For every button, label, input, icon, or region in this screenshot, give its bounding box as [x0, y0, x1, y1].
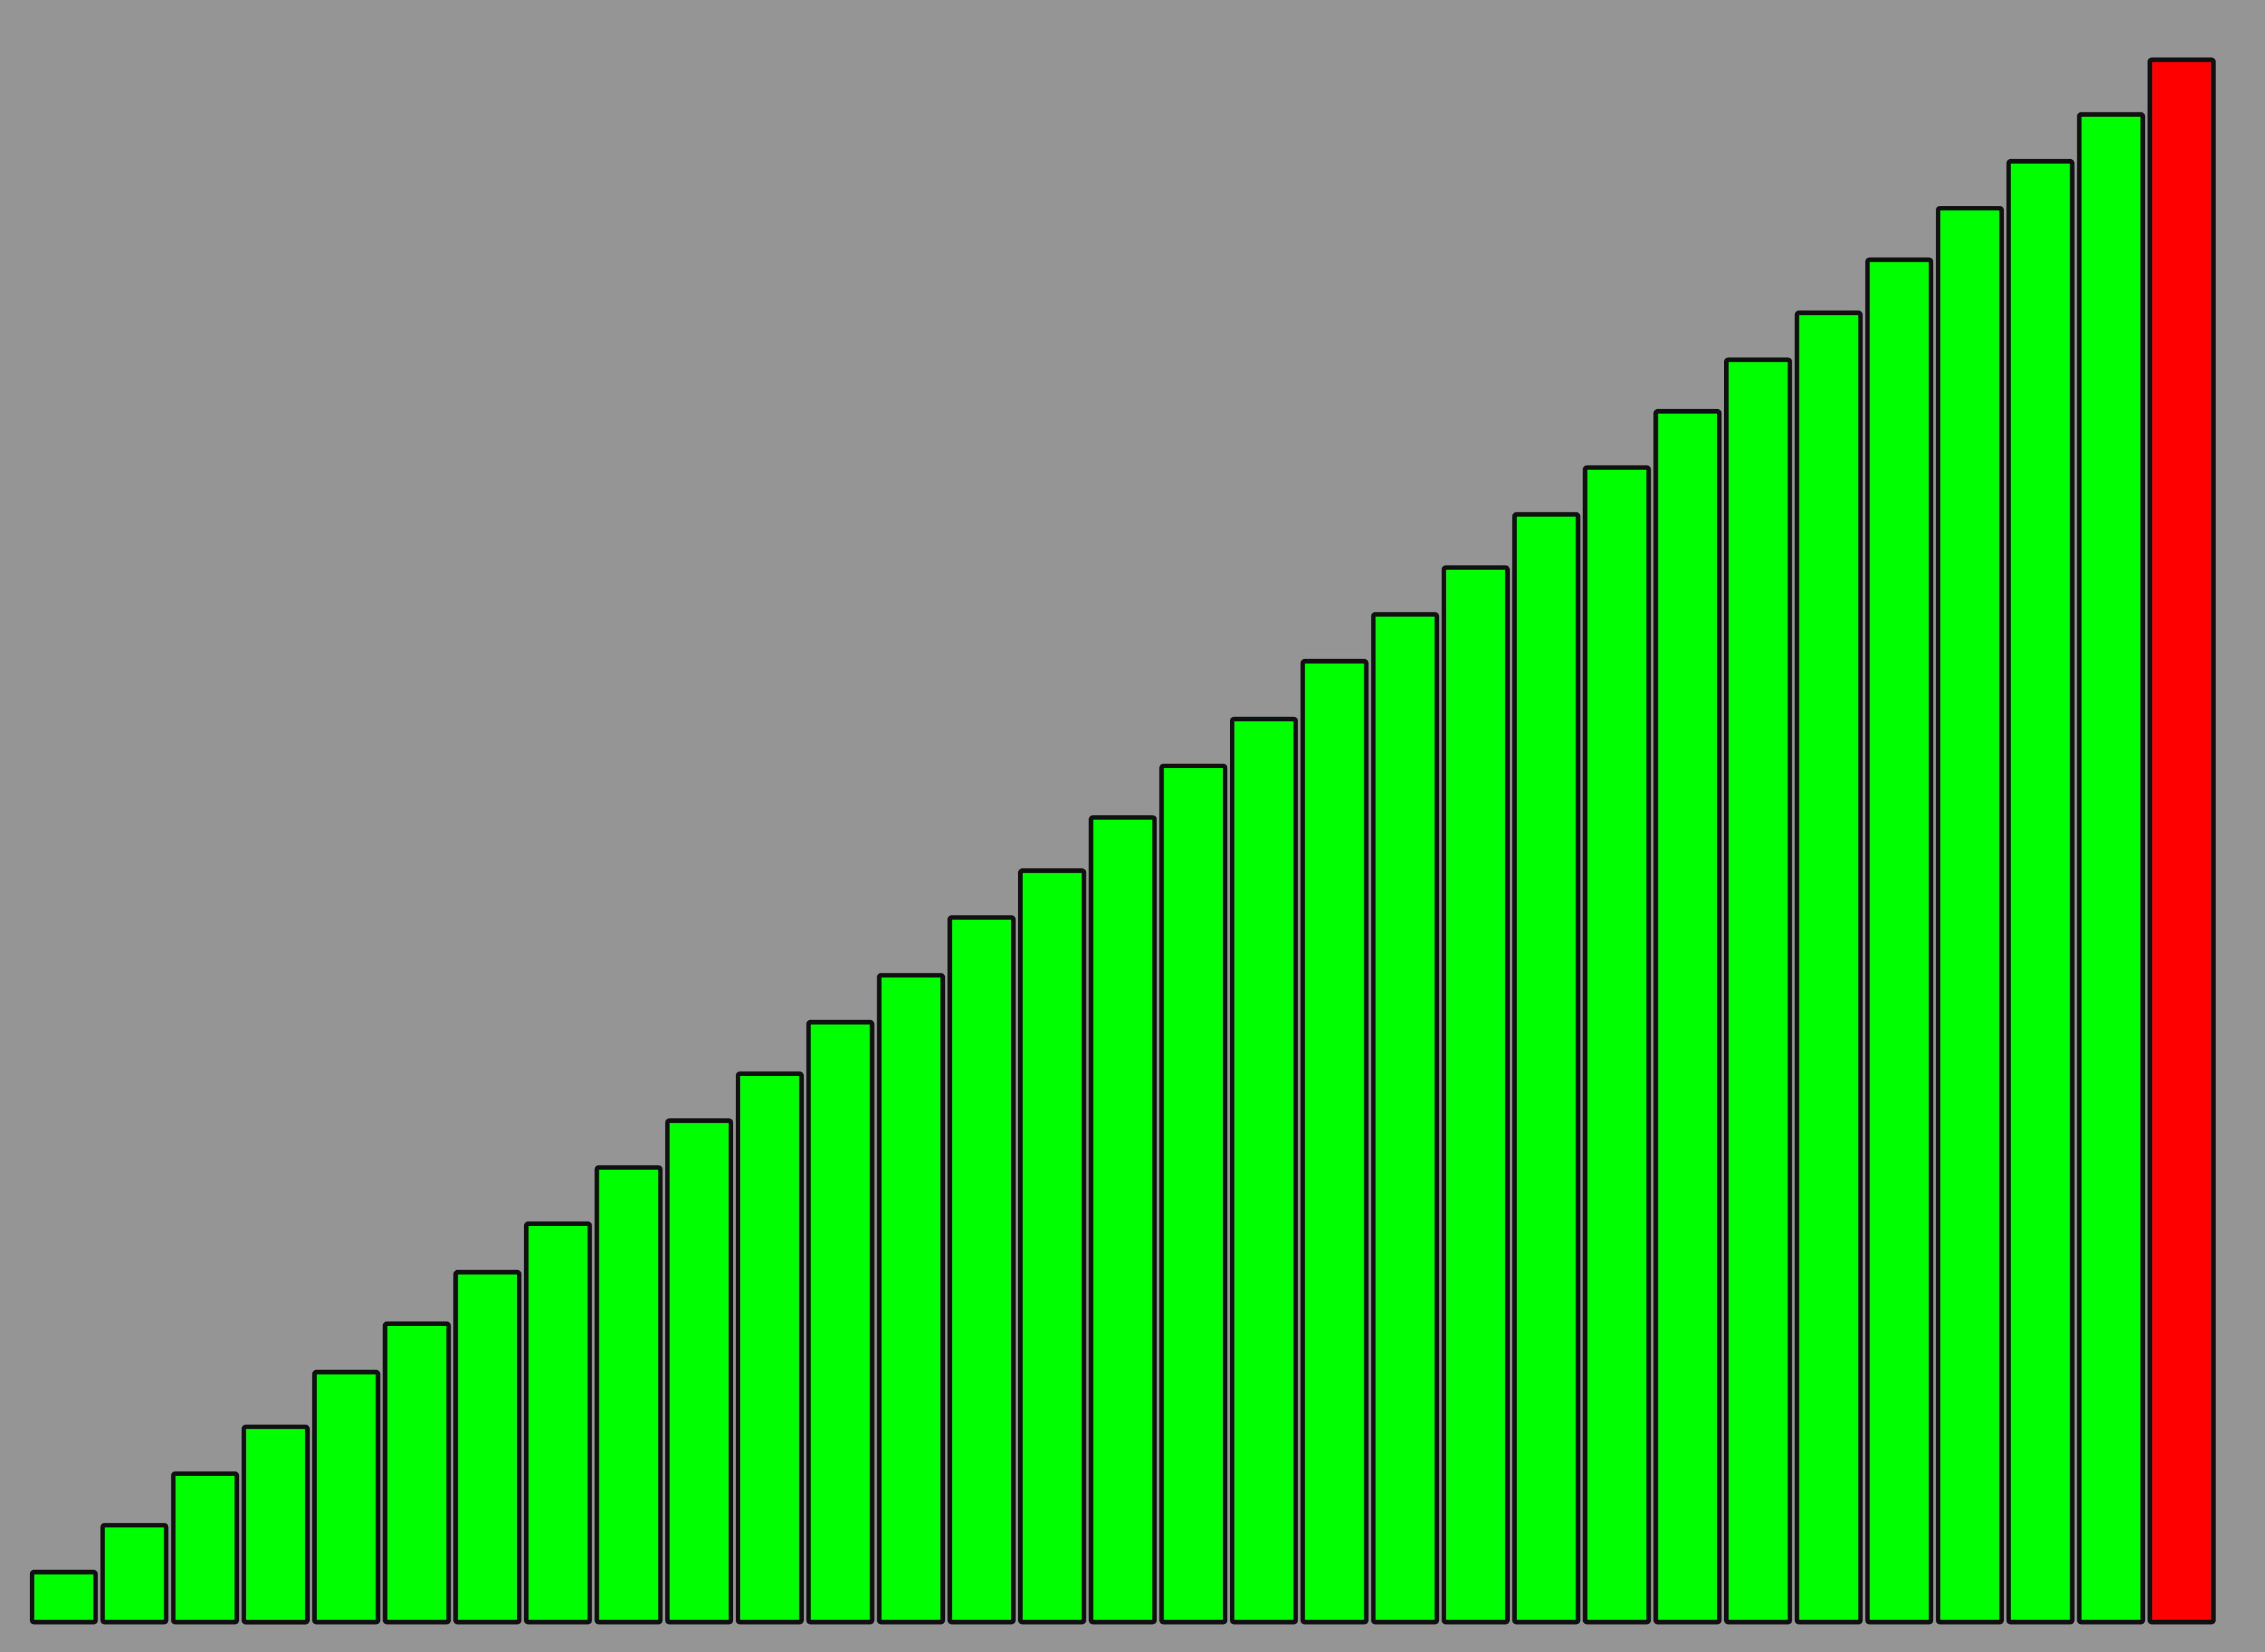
- bar: [1230, 716, 1298, 1625]
- bar: [665, 1118, 734, 1625]
- bar: [1442, 565, 1510, 1625]
- bar: [523, 1221, 592, 1625]
- bar: [1018, 868, 1086, 1625]
- bar: [1583, 465, 1651, 1625]
- bar: [382, 1321, 451, 1625]
- bar: [1300, 658, 1369, 1625]
- bar: [877, 973, 945, 1625]
- bar: [1088, 815, 1157, 1625]
- bar: [29, 1570, 98, 1625]
- bar: [2006, 158, 2075, 1625]
- bar: [171, 1471, 240, 1625]
- bar: [1794, 310, 1863, 1625]
- bar: [594, 1165, 663, 1625]
- bar: [2077, 112, 2146, 1625]
- bar: [1865, 257, 1934, 1625]
- bar: [100, 1523, 169, 1625]
- bars-group: [29, 57, 2216, 1625]
- bar: [806, 1020, 875, 1625]
- bar: [1653, 408, 1722, 1625]
- bar: [1936, 206, 2004, 1625]
- bar: [736, 1071, 804, 1625]
- bar: [312, 1370, 381, 1625]
- bar: [242, 1424, 310, 1625]
- bar: [1512, 512, 1581, 1625]
- bar: [453, 1270, 522, 1625]
- bar: [1159, 764, 1228, 1625]
- bar: [1724, 357, 1792, 1625]
- bar-highlight: [2147, 57, 2216, 1625]
- bar: [947, 915, 1016, 1625]
- bar: [1371, 612, 1440, 1625]
